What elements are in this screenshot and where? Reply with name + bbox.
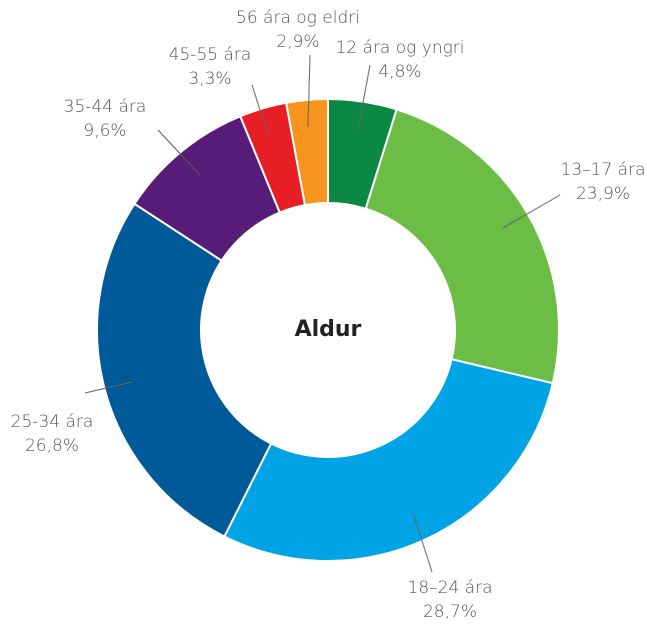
leader-line-halo	[357, 64, 371, 131]
value-label: 4,8%	[378, 62, 421, 82]
slices	[96, 97, 560, 562]
value-label: 26,8%	[25, 436, 79, 456]
category-label: 18–24 ára	[408, 578, 493, 598]
category-label: 56 ára og eldri	[236, 8, 360, 28]
slice	[364, 108, 560, 385]
slice	[284, 97, 329, 207]
value-label: 3,3%	[188, 69, 231, 89]
leader-line-halo	[307, 54, 311, 128]
leader-line-halo	[502, 194, 561, 229]
value-label: 28,7%	[423, 602, 477, 622]
leader-line-halo	[84, 381, 133, 394]
category-label: 35-44 ára	[64, 97, 147, 117]
category-label: 13–17 ára	[561, 160, 646, 180]
value-label: 2,9%	[276, 32, 319, 52]
labels: 12 ára og yngri 4,8% 13–17 ára 23,9% 18–24 á…	[11, 8, 646, 622]
slice	[96, 202, 273, 538]
slice	[223, 358, 554, 562]
leader-line-halo	[412, 512, 433, 573]
leader-line-halo	[251, 84, 269, 136]
category-label: 45-55 ára	[169, 45, 252, 65]
chart-title: Aldur	[295, 317, 362, 342]
leader-line-halo	[157, 129, 201, 176]
value-label: 23,9%	[576, 184, 630, 204]
value-label: 9,6%	[83, 121, 126, 141]
category-label: 12 ára og yngri	[335, 38, 464, 58]
category-label: 25-34 ára	[11, 412, 94, 432]
